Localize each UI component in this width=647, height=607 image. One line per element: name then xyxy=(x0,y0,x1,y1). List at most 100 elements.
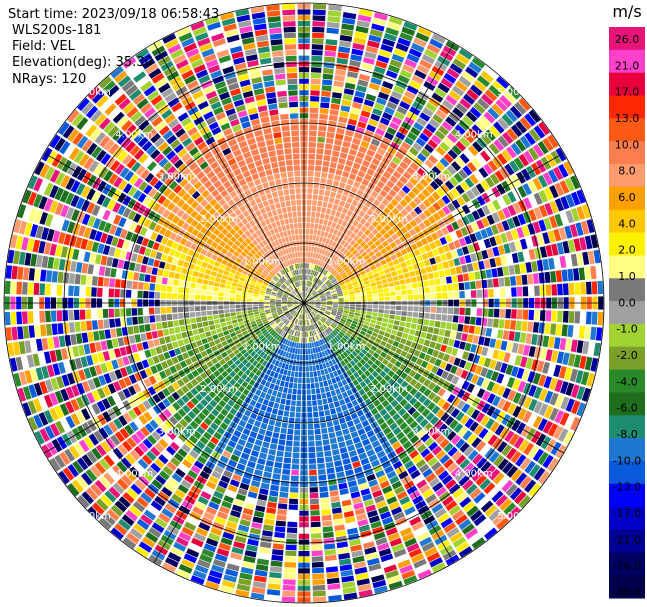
velocity-gate xyxy=(405,416,415,425)
velocity-gate xyxy=(484,527,498,540)
velocity-gate xyxy=(385,194,394,202)
velocity-gate xyxy=(298,366,303,372)
velocity-gate xyxy=(330,390,337,397)
velocity-gate xyxy=(415,414,425,424)
velocity-gate xyxy=(337,324,343,329)
velocity-gate xyxy=(551,243,559,256)
velocity-gate xyxy=(319,333,323,339)
velocity-gate xyxy=(210,496,222,505)
velocity-gate xyxy=(143,411,153,422)
velocity-gate xyxy=(428,154,438,165)
velocity-gate xyxy=(440,77,454,89)
velocity-gate xyxy=(348,288,354,292)
velocity-gate xyxy=(267,583,281,590)
velocity-gate xyxy=(284,405,290,411)
velocity-gate xyxy=(87,379,96,391)
velocity-gate xyxy=(358,73,371,82)
velocity-gate xyxy=(391,480,403,490)
velocity-gate xyxy=(46,228,55,242)
velocity-gate xyxy=(28,325,35,338)
velocity-gate xyxy=(388,501,400,510)
velocity-gate xyxy=(383,382,392,391)
velocity-gate xyxy=(336,230,342,237)
velocity-gate xyxy=(309,492,319,499)
velocity-gate xyxy=(195,294,201,300)
velocity-gate xyxy=(101,398,111,410)
velocity-gate xyxy=(278,329,283,335)
velocity-gate xyxy=(345,159,354,167)
velocity-gate xyxy=(451,375,460,385)
velocity-gate xyxy=(399,32,413,42)
velocity-gate xyxy=(349,246,355,253)
velocity-gate xyxy=(201,316,208,322)
velocity-gate xyxy=(375,537,388,546)
velocity-gate xyxy=(282,590,296,597)
velocity-gate xyxy=(442,99,454,111)
velocity-gate xyxy=(229,407,238,416)
velocity-gate xyxy=(73,442,85,456)
velocity-gate xyxy=(117,337,125,347)
velocity-gate xyxy=(218,309,224,314)
velocity-gate xyxy=(282,308,288,312)
velocity-gate xyxy=(421,188,431,198)
velocity-gate xyxy=(373,185,382,194)
velocity-gate xyxy=(94,364,103,376)
velocity-gate xyxy=(587,250,595,265)
velocity-gate xyxy=(575,370,584,384)
velocity-gate xyxy=(554,379,564,393)
velocity-gate xyxy=(383,232,391,240)
velocity-gate xyxy=(7,342,15,357)
velocity-gate xyxy=(158,337,166,345)
velocity-gate xyxy=(275,326,281,332)
velocity-gate xyxy=(328,114,338,122)
velocity-gate xyxy=(347,527,359,535)
velocity-gate xyxy=(324,213,330,220)
velocity-gate xyxy=(289,498,298,505)
velocity-gate xyxy=(338,307,344,311)
velocity-gate xyxy=(483,238,492,249)
velocity-gate xyxy=(311,556,324,562)
velocity-gate xyxy=(315,301,321,303)
velocity-gate xyxy=(310,312,315,317)
velocity-gate xyxy=(316,287,321,292)
velocity-gate xyxy=(311,258,315,264)
velocity-gate xyxy=(382,413,391,421)
velocity-gate xyxy=(390,345,397,352)
velocity-gate xyxy=(404,537,417,548)
velocity-gate xyxy=(43,242,52,255)
velocity-gate xyxy=(379,142,389,151)
velocity-gate xyxy=(383,287,390,293)
velocity-gate xyxy=(315,446,323,452)
velocity-gate xyxy=(318,280,323,286)
velocity-gate xyxy=(323,195,329,202)
velocity-gate xyxy=(378,91,389,101)
velocity-gate xyxy=(339,447,348,454)
velocity-gate xyxy=(250,320,256,325)
velocity-gate xyxy=(329,286,335,291)
velocity-gate xyxy=(369,278,376,284)
velocity-gate xyxy=(399,279,406,285)
velocity-gate xyxy=(240,452,250,460)
velocity-gate xyxy=(305,245,309,252)
velocity-gate xyxy=(22,402,32,417)
velocity-gate xyxy=(239,519,251,527)
velocity-gate xyxy=(258,304,264,307)
velocity-gate xyxy=(488,84,502,98)
velocity-gate xyxy=(103,373,112,384)
velocity-gate xyxy=(241,414,249,422)
velocity-gate xyxy=(350,431,359,439)
velocity-gate xyxy=(547,230,556,243)
velocity-gate xyxy=(250,350,257,357)
velocity-gate xyxy=(352,436,361,444)
velocity-gate xyxy=(554,182,565,196)
velocity-gate xyxy=(141,359,150,369)
velocity-gate xyxy=(166,342,174,351)
velocity-gate xyxy=(452,283,459,291)
velocity-gate xyxy=(361,261,368,267)
velocity-gate xyxy=(488,508,502,522)
velocity-gate xyxy=(307,257,310,263)
velocity-gate xyxy=(324,549,336,556)
velocity-gate xyxy=(293,304,299,308)
velocity-gate xyxy=(388,16,403,26)
velocity-gate xyxy=(348,291,355,295)
